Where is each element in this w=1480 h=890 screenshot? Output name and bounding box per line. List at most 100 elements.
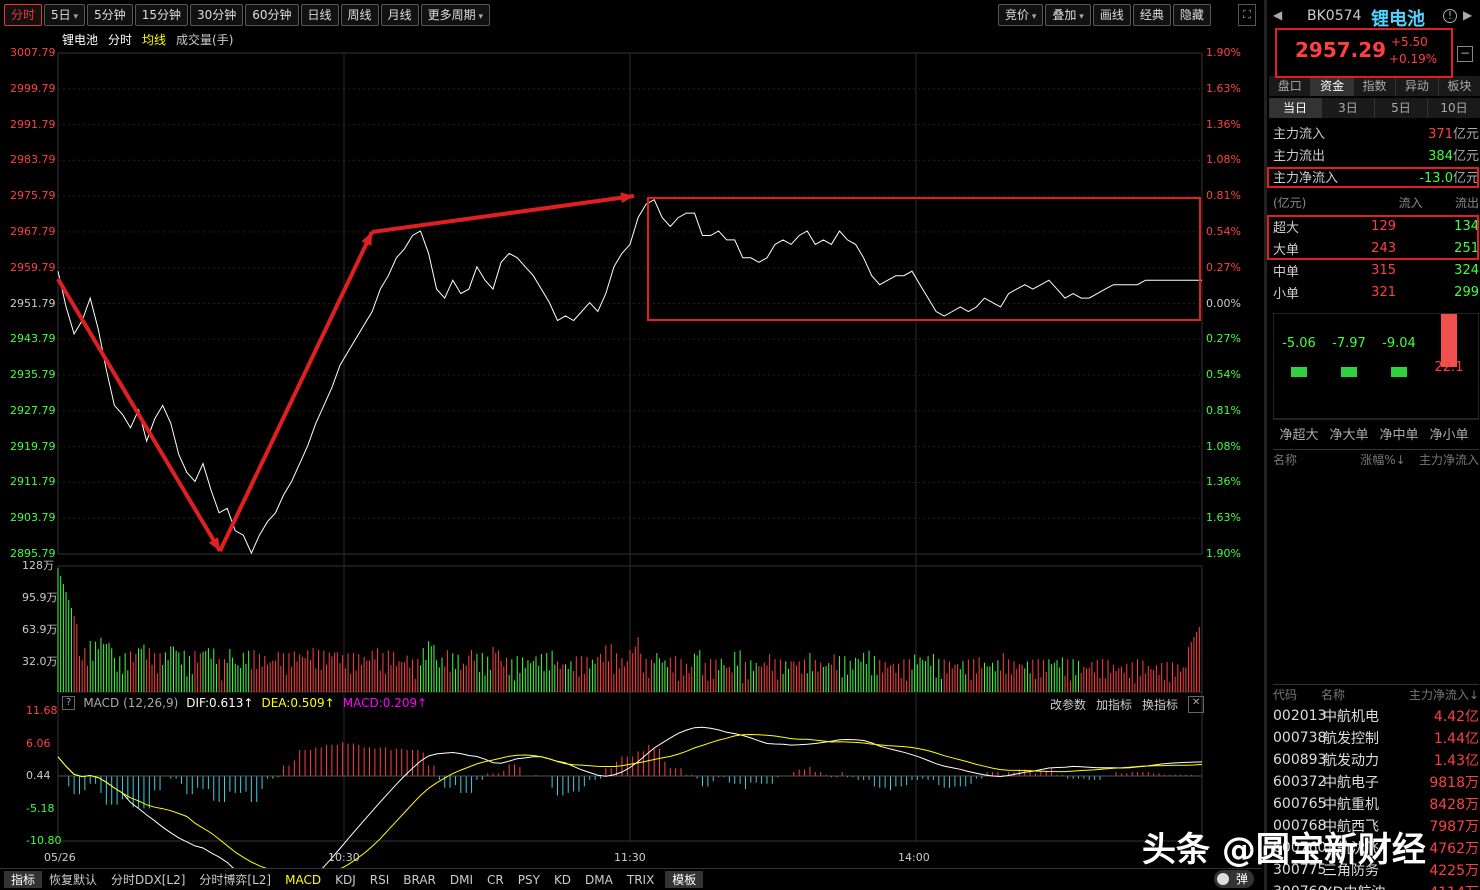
add-indicator-button[interactable]: 加指标 xyxy=(1096,698,1133,712)
annot-box-range xyxy=(647,197,1201,321)
flow-value: 371 xyxy=(1428,126,1453,142)
indicator-tab-10[interactable]: PSY xyxy=(517,872,540,887)
pct-label-6: 0.27% xyxy=(1206,260,1241,274)
stock-code: 600765 xyxy=(1273,796,1327,812)
stock-row-8[interactable]: 300760XD中航沈4114万 xyxy=(1273,881,1479,890)
price-label-11: 2919.79 xyxy=(10,439,56,453)
prev-arrow-icon[interactable]: ◀ xyxy=(1273,8,1283,22)
period-tab-day-1[interactable]: 3日 xyxy=(1322,98,1375,118)
fullscreen-icon[interactable]: ⛶ xyxy=(1238,4,1256,26)
popup-toggle[interactable]: 弹 xyxy=(1214,870,1254,888)
help-icon[interactable]: ? xyxy=(62,696,76,710)
tool-button-2[interactable]: 画线 xyxy=(1092,4,1131,26)
flow-label: 主力流出 xyxy=(1273,148,1326,164)
stock-row-3[interactable]: 600372 中航电子 9818万 xyxy=(1273,771,1479,793)
collapse-icon[interactable]: − xyxy=(1457,46,1473,62)
indicator-tab-13[interactable]: TRIX xyxy=(626,872,655,887)
period-tab-6[interactable]: 日线 xyxy=(300,4,339,26)
indicator-tab-12[interactable]: DMA xyxy=(585,872,613,887)
unit-label: (亿元) xyxy=(1273,195,1307,210)
tool-button-1[interactable]: 叠加 xyxy=(1045,4,1091,26)
stock-code: 600893 xyxy=(1273,752,1327,768)
x-label-1130: 11:30 xyxy=(614,851,646,864)
indicator-tab-9[interactable]: CR xyxy=(487,872,504,887)
sector-code: BK0574 xyxy=(1307,8,1362,24)
macd-name: MACD (12,26,9) xyxy=(83,696,179,710)
price-label-13: 2903.79 xyxy=(10,511,56,525)
order-out: 134 xyxy=(1454,218,1479,234)
period-tab-day-3[interactable]: 10日 xyxy=(1428,98,1480,118)
period-tab-9[interactable]: 更多周期 xyxy=(420,4,490,26)
flow-value: 384 xyxy=(1428,148,1453,164)
legend-fenshi: 分时 xyxy=(108,33,133,47)
list1-chg-header[interactable]: 涨幅%↓ xyxy=(1360,453,1406,467)
period-tab-day-0[interactable]: 当日 xyxy=(1269,98,1322,118)
pct-label-0: 1.90% xyxy=(1206,46,1241,59)
stock-row-5[interactable]: 000768 中航西飞 7987万 xyxy=(1273,815,1479,837)
next-arrow-icon[interactable]: ▶ xyxy=(1463,8,1473,22)
flow-unit: 亿元 xyxy=(1452,126,1479,142)
list2-code-header[interactable]: 代码 xyxy=(1273,688,1298,702)
macd-label-3: -5.18 xyxy=(26,801,55,815)
tool-button-4[interactable]: 隐藏 xyxy=(1172,4,1211,26)
period-tab-2[interactable]: 5分钟 xyxy=(87,4,133,26)
pct-label-5: 0.54% xyxy=(1206,224,1241,238)
order-in: 315 xyxy=(1371,262,1396,278)
tool-button-3[interactable]: 经典 xyxy=(1132,4,1171,26)
list1-flow-header[interactable]: 主力净流入 xyxy=(1418,453,1479,467)
stock-row-4[interactable]: 600765 中航重机 8428万 xyxy=(1273,793,1479,815)
panel-tab-2[interactable]: 指数 xyxy=(1353,76,1397,96)
close-icon[interactable]: ✕ xyxy=(1188,696,1205,713)
list2-header: 代码 名称 主力净流入↓ xyxy=(1273,684,1479,704)
indicator-tab-3[interactable]: 分时博弈[L2] xyxy=(199,873,272,887)
panel-tab-3[interactable]: 异动 xyxy=(1396,76,1439,96)
stock-code: 000768 xyxy=(1273,818,1327,834)
period-tab-3[interactable]: 15分钟 xyxy=(134,4,188,26)
net-flow-frame xyxy=(1273,313,1479,420)
chart-area xyxy=(56,52,1203,868)
period-tab-7[interactable]: 周线 xyxy=(340,4,379,26)
net-bar-label-2: 净中单 xyxy=(1379,428,1419,443)
indicator-tab-5[interactable]: KDJ xyxy=(335,872,356,887)
tool-button-0[interactable]: 竞价 xyxy=(998,4,1044,26)
period-tab-1[interactable]: 5日 xyxy=(44,4,86,26)
indicator-tab-4[interactable]: MACD xyxy=(285,872,322,887)
panel-tab-0[interactable]: 盘口 xyxy=(1269,76,1312,96)
x-label-date: 05/26 xyxy=(44,851,76,864)
panel-tab-1[interactable]: 资金 xyxy=(1311,76,1354,96)
period-tab-8[interactable]: 月线 xyxy=(380,4,419,26)
indicator-tab-1[interactable]: 恢复默认 xyxy=(49,873,98,887)
period-tab-5[interactable]: 60分钟 xyxy=(245,4,299,26)
list1-name-header[interactable]: 名称 xyxy=(1273,453,1298,467)
vol-label-2: 63.9万 xyxy=(22,623,58,636)
stock-row-7[interactable]: 300775 三角防务 4225万 xyxy=(1273,859,1479,881)
indicator-tab-8[interactable]: DMI xyxy=(449,872,474,887)
flow-value-wrap: 384亿元 xyxy=(1428,145,1479,164)
indicator-tab-2[interactable]: 分时DDX[L2] xyxy=(111,873,186,887)
period-tab-4[interactable]: 30分钟 xyxy=(189,4,244,26)
period-tab-0[interactable]: 分时 xyxy=(4,4,43,26)
stock-row-2[interactable]: 600893 航发动力 1.43亿 xyxy=(1273,749,1479,771)
stock-row-6[interactable]: 600760 中航沈飞 4762万 xyxy=(1273,837,1479,859)
indicator-tab-7[interactable]: BRAR xyxy=(403,872,436,887)
stock-row-0[interactable]: 002013 中航机电 4.42亿 xyxy=(1273,705,1479,727)
switch-indicator-button[interactable]: 换指标 xyxy=(1142,698,1179,712)
price-label-3: 2983.79 xyxy=(10,153,56,167)
stock-row-1[interactable]: 000738 航发控制 1.44亿 xyxy=(1273,727,1479,749)
indicator-tab-14[interactable]: 模板 xyxy=(665,871,704,888)
indicator-tab-0[interactable]: 指标 xyxy=(4,871,43,888)
net-bar-label-3: 净小单 xyxy=(1429,428,1469,443)
list2-name-header[interactable]: 名称 xyxy=(1320,688,1345,702)
order-row-1: 大单 243 251 xyxy=(1273,238,1479,258)
panel-tab-4[interactable]: 板块 xyxy=(1438,76,1480,96)
change-param-button[interactable]: 改参数 xyxy=(1050,698,1087,712)
flow-row-0: 主力流入 371亿元 xyxy=(1273,122,1479,142)
order-row-2: 中单 315 324 xyxy=(1273,260,1479,280)
indicator-tab-11[interactable]: KD xyxy=(553,872,572,887)
list2-flow-header[interactable]: 主力净流入↓ xyxy=(1408,688,1479,702)
indicator-tab-6[interactable]: RSI xyxy=(369,872,390,887)
stock-code: 000738 xyxy=(1273,730,1327,746)
info-icon[interactable]: ! xyxy=(1443,9,1457,23)
stock-flow: 7987万 xyxy=(1429,819,1479,835)
period-tab-day-2[interactable]: 5日 xyxy=(1375,98,1428,118)
